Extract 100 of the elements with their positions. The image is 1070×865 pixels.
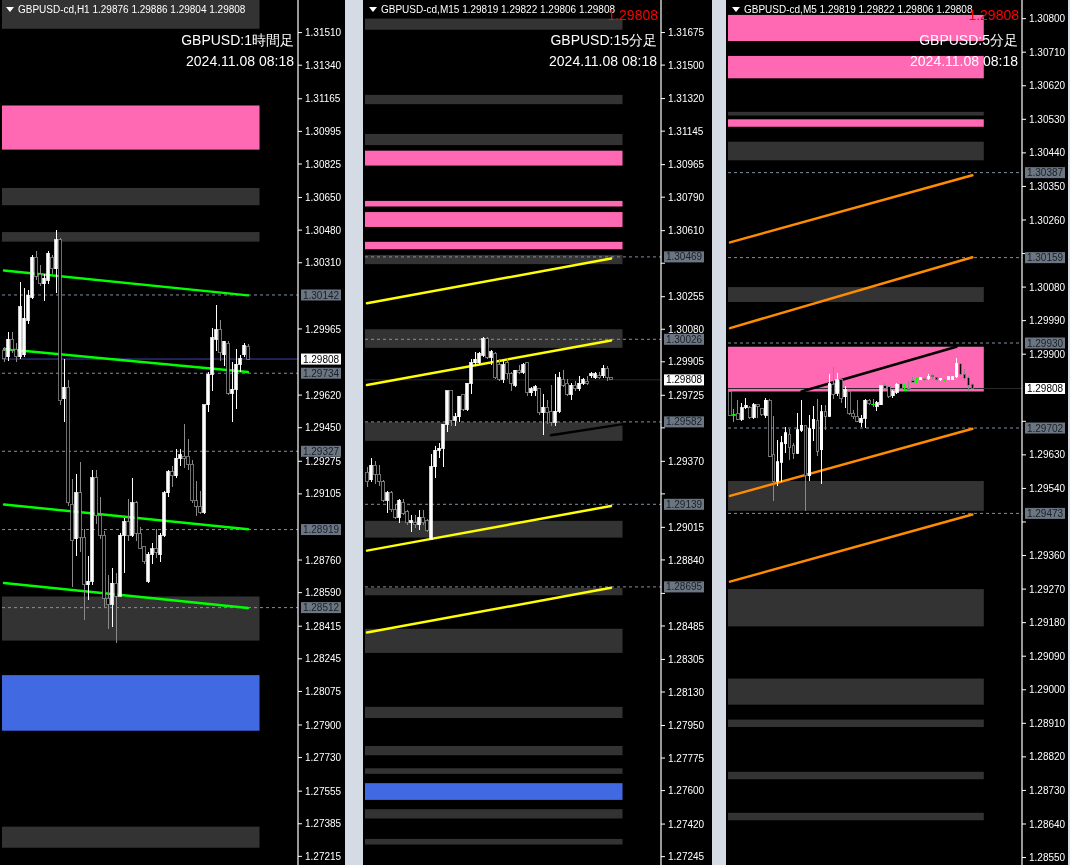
- ref-line-label: 1.29734: [302, 367, 340, 379]
- y-tick-label: 1.29090: [1029, 650, 1066, 662]
- annotation: 2024.11.08 08:18: [549, 53, 658, 69]
- candlestick: [373, 460, 377, 485]
- y-tick-label: 1.27900: [305, 719, 342, 731]
- y-tick-label: 1.29360: [1029, 550, 1066, 562]
- candlestick: [457, 395, 461, 423]
- y-tick-label: 1.29000: [1029, 684, 1066, 696]
- y-tick-label: 1.28075: [305, 686, 342, 698]
- y-tick-label: 1.28820: [1029, 751, 1066, 763]
- candlestick: [740, 402, 744, 422]
- y-tick-label: 1.29275: [305, 455, 342, 467]
- y-tick-label: 1.30310: [305, 257, 342, 269]
- y-tick-label: 1.27245: [668, 851, 705, 863]
- y-tick-label: 1.30610: [668, 225, 705, 237]
- ref-line-label: 1.29473: [1026, 508, 1064, 520]
- y-tick-label: 1.30965: [668, 159, 705, 171]
- y-tick-label: 1.29905: [668, 356, 705, 368]
- y-tick-label: 1.27775: [668, 752, 705, 764]
- y-tick-label: 1.27420: [668, 818, 705, 830]
- y-tick-label: 1.28730: [1029, 785, 1066, 797]
- y-tick-label: 1.30710: [1029, 46, 1066, 58]
- candlestick: [843, 385, 847, 409]
- candlestick: [110, 567, 114, 628]
- candlestick: [114, 572, 118, 644]
- ref-line-label: 1.28512: [302, 602, 340, 614]
- y-tick-label: 1.31675: [668, 27, 705, 39]
- y-tick-label: 1.30995: [305, 125, 342, 137]
- y-tick-label: 1.28910: [1029, 717, 1066, 729]
- candlestick: [501, 360, 505, 384]
- candlestick: [517, 364, 521, 375]
- text: GBPUSD:15分足: [550, 32, 657, 48]
- y-tick-label: 1.30080: [668, 323, 705, 335]
- candlestick: [847, 389, 851, 416]
- y-tick-label: 1.30800: [1029, 13, 1066, 25]
- candlestick: [154, 528, 158, 559]
- candlestick: [787, 428, 792, 461]
- annotation: 2024.11.08 08:18: [186, 53, 295, 69]
- text: GBPUSD:1時間足: [181, 32, 294, 48]
- candlestick: [823, 404, 828, 431]
- candlestick: [397, 498, 401, 524]
- candlestick: [533, 384, 537, 397]
- y-tick-label: 1.28485: [668, 620, 705, 632]
- y-tick-label: 1.31165: [305, 93, 341, 105]
- ref-line-label: 1.28919: [302, 524, 340, 536]
- y-tick-label: 1.29105: [305, 488, 342, 500]
- ref-line-label: 1.29808: [1026, 383, 1064, 395]
- candlestick: [553, 373, 557, 427]
- ref-line-label: 1.29930: [1026, 337, 1064, 349]
- candlestick: [871, 398, 875, 408]
- ref-line-label: 1.30142: [302, 289, 340, 301]
- candlestick: [50, 254, 54, 275]
- candlestick: [764, 397, 768, 419]
- y-tick-label: 1.28840: [668, 554, 705, 566]
- y-tick-label: 1.29450: [305, 422, 342, 434]
- candlestick: [775, 439, 780, 487]
- y-tick-label: 1.29540: [1029, 483, 1066, 495]
- ref-line-label: 1.30387: [1026, 167, 1064, 179]
- y-tick-label: 1.31500: [668, 59, 705, 71]
- ref-line-label: 1.29702: [1026, 422, 1064, 434]
- ref-line-label: 1.28695: [665, 581, 703, 593]
- y-tick-label: 1.29965: [305, 323, 342, 335]
- ref-line-label: 1.29808: [665, 374, 703, 386]
- y-tick-label: 1.30350: [1029, 181, 1066, 193]
- candlestick: [126, 498, 130, 542]
- ref-line-label: 1.30026: [665, 333, 703, 345]
- chart-subtitle: GBPUSD-cd,H1 1.29876 1.29886 1.29804 1.29808: [18, 4, 246, 15]
- y-tick-label: 1.29630: [1029, 449, 1066, 461]
- y-tick-label: 1.27215: [305, 850, 342, 862]
- y-tick-label: 1.30530: [1029, 113, 1066, 125]
- candlestick: [6, 331, 10, 362]
- y-tick-label: 1.30650: [305, 192, 342, 204]
- ref-line-label: 1.30469: [665, 251, 703, 263]
- candlestick: [218, 319, 222, 362]
- y-tick-label: 1.28550: [1029, 852, 1066, 864]
- y-tick-label: 1.30260: [1029, 214, 1066, 226]
- y-tick-label: 1.27385: [305, 818, 342, 830]
- y-tick-label: 1.29180: [1029, 617, 1066, 629]
- candlestick: [174, 448, 178, 479]
- y-tick-label: 1.31340: [305, 59, 342, 71]
- y-tick-label: 1.28245: [305, 653, 342, 665]
- y-tick-label: 1.29370: [668, 455, 705, 467]
- y-tick-label: 1.30255: [668, 291, 705, 303]
- candlestick: [795, 412, 800, 455]
- y-tick-label: 1.31510: [305, 27, 342, 39]
- ref-line-label: 1.30159: [1026, 252, 1064, 264]
- y-tick-label: 1.28590: [305, 587, 342, 599]
- y-tick-label: 1.30790: [668, 191, 705, 203]
- y-tick-label: 1.27555: [305, 785, 342, 797]
- y-tick-label: 1.29620: [305, 389, 342, 401]
- candlestick: [541, 393, 545, 436]
- candlestick: [417, 509, 421, 531]
- candlestick: [413, 514, 417, 529]
- ref-line-label: 1.29582: [665, 416, 703, 428]
- ref-line-label: 1.29327: [302, 445, 340, 457]
- candlestick: [369, 457, 373, 483]
- y-tick-label: 1.31145: [668, 125, 704, 137]
- candlestick: [170, 465, 174, 488]
- candlestick: [589, 371, 593, 379]
- y-tick-label: 1.27950: [668, 720, 705, 732]
